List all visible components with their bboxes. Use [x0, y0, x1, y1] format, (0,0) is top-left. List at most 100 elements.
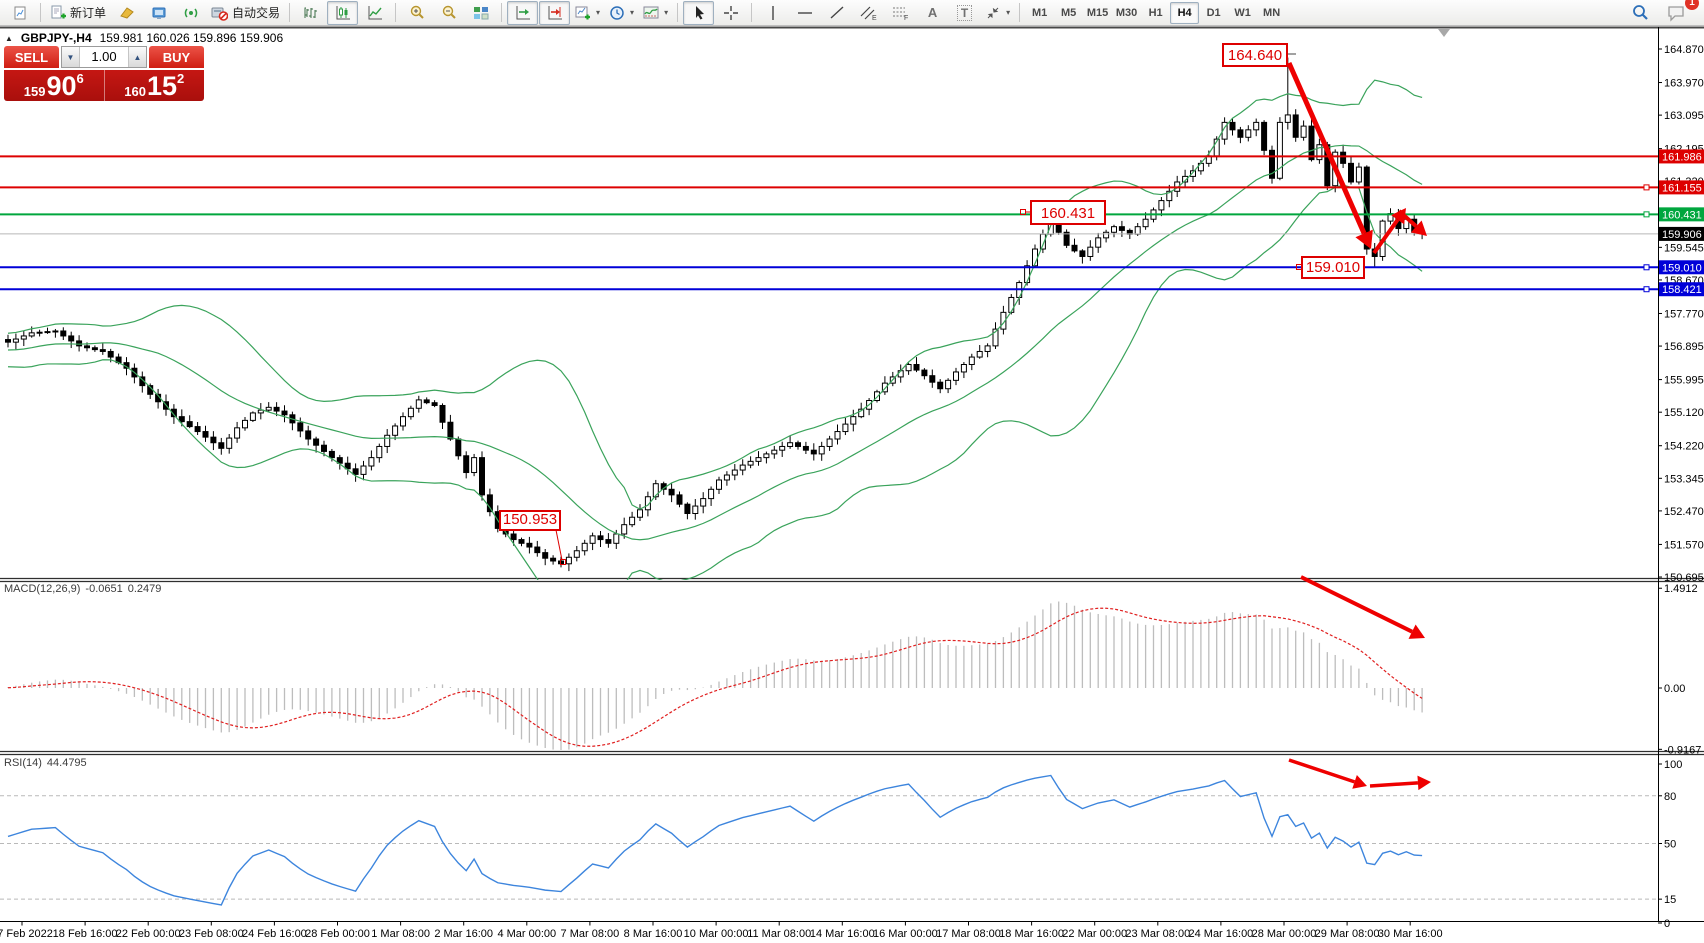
equidistant-channel-button[interactable]: E [853, 1, 884, 25]
candlestick-chart-button[interactable] [327, 0, 359, 25]
trendline-button[interactable] [821, 1, 852, 25]
timeframe-h1[interactable]: H1 [1148, 6, 1163, 19]
price-annotation-box[interactable] [1030, 200, 1106, 225]
sell-price-big: 90 [46, 71, 77, 102]
new-order-button[interactable]: 新订单 [46, 1, 110, 25]
vertical-line-button[interactable] [757, 1, 788, 25]
navigator-button[interactable] [175, 1, 206, 25]
text-label-button[interactable]: T [949, 1, 980, 25]
horizontal-line-button[interactable] [789, 1, 820, 25]
timeframe-m15[interactable]: M15 [1086, 6, 1109, 19]
timeframe-h4[interactable]: H4 [1170, 1, 1200, 24]
svg-text:100: 100 [1664, 759, 1682, 771]
trend-arrow[interactable] [1288, 758, 1356, 784]
trend-arrow[interactable] [1397, 209, 1418, 228]
svg-text:156.895: 156.895 [1664, 341, 1704, 353]
trend-arrow[interactable] [1369, 781, 1419, 788]
auto-scroll-button[interactable] [507, 0, 539, 25]
svg-text:16 Mar 00:00: 16 Mar 00:00 [873, 928, 938, 940]
svg-text:151.570: 151.570 [1664, 539, 1704, 551]
buy-price[interactable]: 160 15 2 [105, 70, 205, 101]
volume-value[interactable]: 1.00 [91, 49, 117, 64]
new-chart-button[interactable]: ▾ [571, 1, 604, 25]
shapes-button[interactable]: ▾ [981, 1, 1014, 25]
cursor-button[interactable] [683, 0, 715, 25]
hline-handle[interactable] [1643, 211, 1650, 218]
tile-windows-button[interactable] [465, 1, 496, 25]
indicators-button[interactable]: ▾ [639, 1, 672, 25]
annotation-handle[interactable] [1020, 209, 1026, 215]
svg-text:1.4912: 1.4912 [1664, 583, 1698, 595]
timeframe-m30[interactable]: M30 [1115, 6, 1138, 19]
crosshair-button[interactable] [715, 1, 746, 25]
horizontal-lines[interactable] [0, 155, 1658, 293]
annotations[interactable]: 164.640 160.431 159.010 150.953 [499, 43, 1431, 791]
zoom-out-button[interactable] [433, 1, 464, 25]
svg-text:24 Feb 16:00: 24 Feb 16:00 [242, 928, 307, 940]
price-annotation-box[interactable] [1222, 43, 1288, 67]
channel-icon: E [860, 5, 877, 21]
notifications-button[interactable]: 1 [1661, 0, 1699, 25]
text-tool-button[interactable]: A [917, 1, 948, 25]
one-click-trading-panel: SELL ▼ 1.00 ▲ BUY 159 90 6 160 15 2 [4, 46, 204, 101]
svg-text:152.470: 152.470 [1664, 506, 1704, 518]
vertical-line-icon [767, 5, 779, 21]
zoom-in-icon [409, 5, 425, 21]
data-window-button[interactable] [143, 1, 174, 25]
chart-profile-icon [14, 5, 26, 21]
svg-text:22 Feb 00:00: 22 Feb 00:00 [116, 928, 181, 940]
line-chart-button[interactable] [359, 1, 390, 25]
toolbar-separator [395, 3, 397, 22]
new-order-icon [50, 5, 66, 21]
cursor-icon [692, 5, 706, 21]
svg-text:0.00: 0.00 [1664, 683, 1685, 695]
trend-arrow[interactable] [1286, 61, 1367, 235]
trend-arrow[interactable] [1372, 218, 1400, 255]
price-annotation-box[interactable] [499, 510, 561, 531]
volume-decrease-button[interactable]: ▼ [62, 47, 80, 67]
autotrading-icon [211, 5, 229, 21]
hline-handle[interactable] [1643, 184, 1650, 191]
fibonacci-button[interactable]: F [885, 1, 916, 25]
timeframe-mn[interactable]: MN [1263, 6, 1281, 19]
autotrading-button[interactable]: 自动交易 [207, 1, 284, 25]
timeframe-w1[interactable]: W1 [1234, 6, 1251, 19]
annotation-handle[interactable] [560, 559, 566, 565]
sell-button[interactable]: SELL [4, 46, 59, 68]
market-watch-button[interactable] [111, 1, 142, 25]
buy-button[interactable]: BUY [149, 46, 204, 68]
svg-text:18 Feb 16:00: 18 Feb 16:00 [53, 928, 118, 940]
candlestick-chart-icon [335, 5, 351, 21]
collapse-arrow-icon[interactable]: ▲ [5, 33, 13, 43]
chart-shift-button[interactable] [539, 0, 571, 25]
svg-text:23 Mar 08:00: 23 Mar 08:00 [1125, 928, 1190, 940]
hline-handle[interactable] [1643, 286, 1650, 293]
sell-price[interactable]: 159 90 6 [4, 70, 105, 101]
market-watch-icon [119, 5, 135, 21]
volume-increase-button[interactable]: ▲ [128, 47, 146, 67]
bar-chart-button[interactable] [295, 1, 326, 25]
periods-button[interactable]: ▾ [605, 1, 638, 25]
timeframe-m5[interactable]: M5 [1060, 6, 1077, 19]
zoom-in-button[interactable] [401, 1, 432, 25]
macd-axis[interactable]: 1.4912 0.00 -0.9167 [1658, 583, 1701, 756]
indicators-icon [643, 5, 659, 21]
svg-text:24 Mar 16:00: 24 Mar 16:00 [1188, 928, 1253, 940]
search-button[interactable] [1624, 1, 1655, 25]
new-order-label: 新订单 [70, 6, 107, 20]
price-annotation-box[interactable] [1301, 256, 1365, 279]
profile-button[interactable] [4, 1, 35, 25]
rsi-value: 44.4795 [46, 757, 87, 769]
trend-arrow[interactable] [1300, 575, 1413, 634]
timeframe-d1[interactable]: D1 [1206, 6, 1221, 19]
svg-text:29 Mar 08:00: 29 Mar 08:00 [1315, 928, 1380, 940]
svg-text:160.431: 160.431 [1662, 209, 1702, 221]
svg-text:150.695: 150.695 [1664, 572, 1704, 584]
timeframe-m1[interactable]: M1 [1031, 6, 1048, 19]
main-toolbar: 新订单 自动交易 [0, 0, 1704, 26]
chart-shift-marker[interactable] [1438, 29, 1450, 37]
price-axis[interactable]: 164.870163.970163.095162.195161.320160.4… [1438, 29, 1704, 584]
hline-handle[interactable] [1643, 264, 1650, 271]
